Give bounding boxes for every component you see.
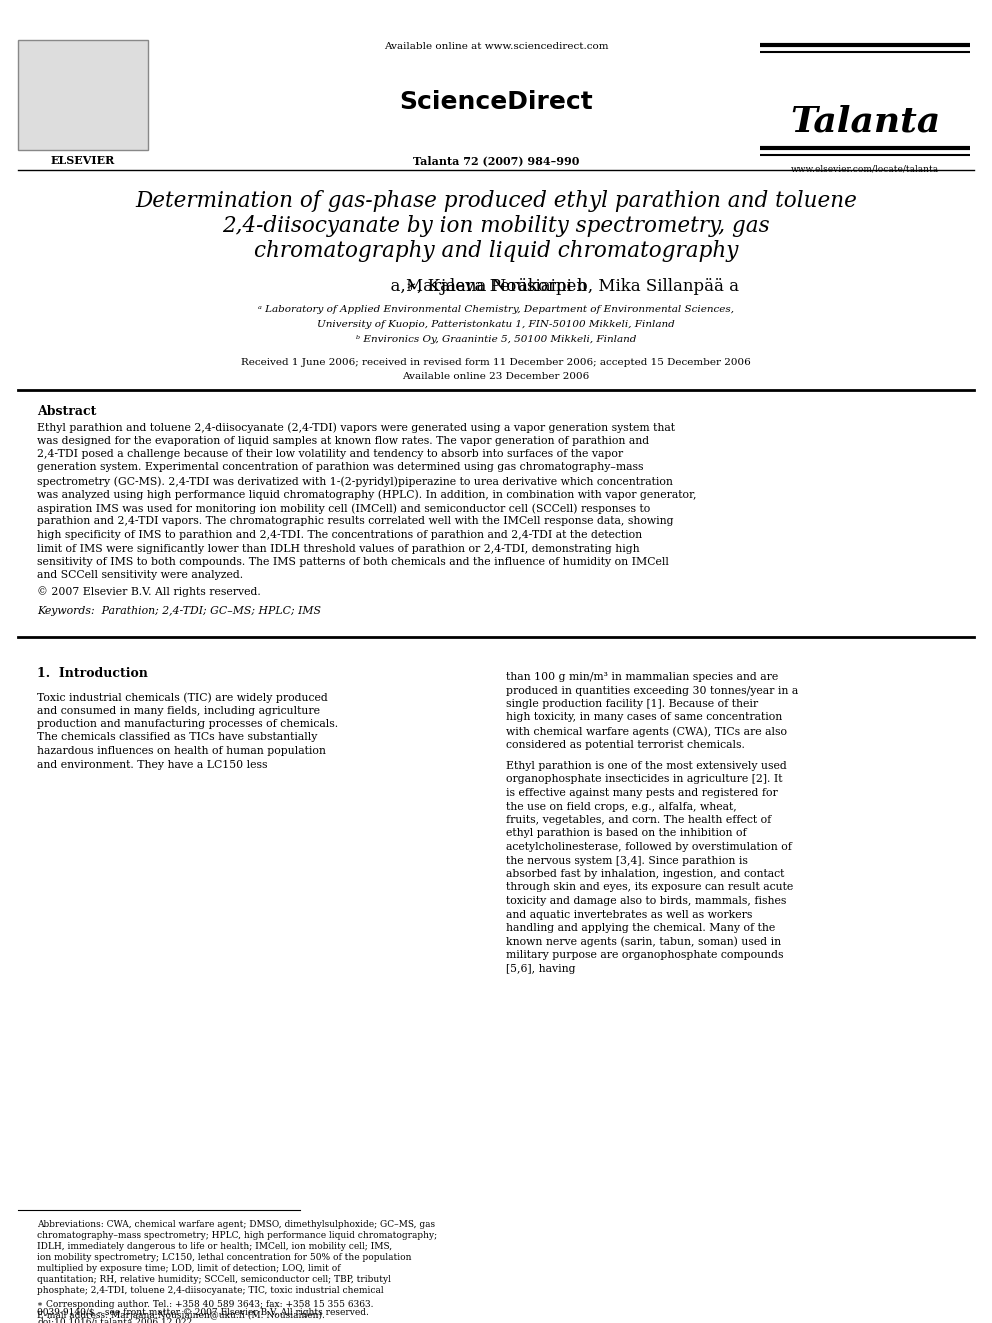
Text: parathion and 2,4-TDI vapors. The chromatographic results correlated well with t: parathion and 2,4-TDI vapors. The chroma… <box>37 516 674 527</box>
Text: considered as potential terrorist chemicals.: considered as potential terrorist chemic… <box>506 740 745 750</box>
Text: Received 1 June 2006; received in revised form 11 December 2006; accepted 15 Dec: Received 1 June 2006; received in revise… <box>241 359 751 366</box>
Text: ᵃ Laboratory of Applied Environmental Chemistry, Department of Environmental Sci: ᵃ Laboratory of Applied Environmental Ch… <box>258 306 734 314</box>
Text: ethyl parathion is based on the inhibition of: ethyl parathion is based on the inhibiti… <box>506 828 747 839</box>
Text: Talanta: Talanta <box>790 105 940 139</box>
Text: phosphate; 2,4-TDI, toluene 2,4-diisocyanate; TIC, toxic industrial chemical: phosphate; 2,4-TDI, toluene 2,4-diisocya… <box>37 1286 384 1295</box>
Text: ELSEVIER: ELSEVIER <box>51 155 115 165</box>
Text: and consumed in many fields, including agriculture: and consumed in many fields, including a… <box>37 705 320 716</box>
Text: fruits, vegetables, and corn. The health effect of: fruits, vegetables, and corn. The health… <box>506 815 771 826</box>
Text: Available online 23 December 2006: Available online 23 December 2006 <box>403 372 589 381</box>
Text: and SCCell sensitivity were analyzed.: and SCCell sensitivity were analyzed. <box>37 570 243 581</box>
Text: absorbed fast by inhalation, ingestion, and contact: absorbed fast by inhalation, ingestion, … <box>506 869 785 878</box>
Text: is effective against many pests and registered for: is effective against many pests and regi… <box>506 789 778 798</box>
Text: chromatography and liquid chromatography: chromatography and liquid chromatography <box>254 239 738 262</box>
Text: Ethyl parathion and toluene 2,4-diisocyanate (2,4-TDI) vapors were generated usi: Ethyl parathion and toluene 2,4-diisocya… <box>37 422 675 433</box>
Text: Available online at www.sciencedirect.com: Available online at www.sciencedirect.co… <box>384 42 608 52</box>
Text: chromatography–mass spectrometry; HPLC, high performance liquid chromatography;: chromatography–mass spectrometry; HPLC, … <box>37 1230 437 1240</box>
Text: single production facility [1]. Because of their: single production facility [1]. Because … <box>506 699 758 709</box>
Text: ion mobility spectrometry; LC150, lethal concentration for 50% of the population: ion mobility spectrometry; LC150, lethal… <box>37 1253 412 1262</box>
Text: hazardous influences on health of human population: hazardous influences on health of human … <box>37 746 326 755</box>
Text: limit of IMS were significantly lower than IDLH threshold values of parathion or: limit of IMS were significantly lower th… <box>37 544 640 553</box>
Text: 2,4-TDI posed a challenge because of their low volatility and tendency to absorb: 2,4-TDI posed a challenge because of the… <box>37 448 623 459</box>
Text: generation system. Experimental concentration of parathion was determined using : generation system. Experimental concentr… <box>37 463 644 472</box>
Text: produced in quantities exceeding 30 tonnes/year in a: produced in quantities exceeding 30 tonn… <box>506 685 799 696</box>
Text: 0039-9140/$ – see front matter © 2007 Elsevier B.V. All rights reserved.: 0039-9140/$ – see front matter © 2007 El… <box>37 1308 369 1316</box>
Text: was designed for the evaporation of liquid samples at known flow rates. The vapo: was designed for the evaporation of liqu… <box>37 435 649 446</box>
Text: production and manufacturing processes of chemicals.: production and manufacturing processes o… <box>37 718 338 729</box>
Text: [5,6], having: [5,6], having <box>506 963 575 974</box>
Text: high specificity of IMS to parathion and 2,4-TDI. The concentrations of parathio: high specificity of IMS to parathion and… <box>37 531 642 540</box>
Text: www.elsevier.com/locate/talanta: www.elsevier.com/locate/talanta <box>791 165 939 175</box>
Text: spectrometry (GC-MS). 2,4-TDI was derivatized with 1-(2-pyridyl)piperazine to ur: spectrometry (GC-MS). 2,4-TDI was deriva… <box>37 476 673 487</box>
Text: © 2007 Elsevier B.V. All rights reserved.: © 2007 Elsevier B.V. All rights reserved… <box>37 586 261 597</box>
Text: and aquatic invertebrates as well as workers: and aquatic invertebrates as well as wor… <box>506 909 752 919</box>
Text: a,∗, Kaleva Peräkorpi b, Mika Sillanpää a: a,∗, Kaleva Peräkorpi b, Mika Sillanpää … <box>254 278 738 295</box>
Text: and environment. They have a LC150 less: and environment. They have a LC150 less <box>37 759 268 770</box>
Text: with chemical warfare agents (CWA), TICs are also: with chemical warfare agents (CWA), TICs… <box>506 726 787 737</box>
Text: quantitation; RH, relative humidity; SCCell, semiconductor cell; TBP, tributyl: quantitation; RH, relative humidity; SCC… <box>37 1275 391 1285</box>
Text: organophosphate insecticides in agriculture [2]. It: organophosphate insecticides in agricult… <box>506 774 783 785</box>
Text: was analyzed using high performance liquid chromatography (HPLC). In addition, i: was analyzed using high performance liqu… <box>37 490 696 500</box>
Text: Abstract: Abstract <box>37 405 96 418</box>
Text: Toxic industrial chemicals (TIC) are widely produced: Toxic industrial chemicals (TIC) are wid… <box>37 692 327 703</box>
Text: the nervous system [3,4]. Since parathion is: the nervous system [3,4]. Since parathio… <box>506 856 748 865</box>
Text: sensitivity of IMS to both compounds. The IMS patterns of both chemicals and the: sensitivity of IMS to both compounds. Th… <box>37 557 669 568</box>
Text: E-mail address: Marjaana.Nousiainen@uku.fi (M. Nousiainen).: E-mail address: Marjaana.Nousiainen@uku.… <box>37 1311 324 1320</box>
Text: ᵇ Environics Oy, Graanintie 5, 50100 Mikkeli, Finland: ᵇ Environics Oy, Graanintie 5, 50100 Mik… <box>356 335 636 344</box>
Text: through skin and eyes, its exposure can result acute: through skin and eyes, its exposure can … <box>506 882 794 893</box>
Text: Ethyl parathion is one of the most extensively used: Ethyl parathion is one of the most exten… <box>506 761 787 771</box>
Text: University of Kuopio, Patteristonkatu 1, FIN-50100 Mikkeli, Finland: University of Kuopio, Patteristonkatu 1,… <box>317 320 675 329</box>
Text: Determination of gas-phase produced ethyl parathion and toluene: Determination of gas-phase produced ethy… <box>135 191 857 212</box>
Text: The chemicals classified as TICs have substantially: The chemicals classified as TICs have su… <box>37 733 317 742</box>
Text: toxicity and damage also to birds, mammals, fishes: toxicity and damage also to birds, mamma… <box>506 896 787 906</box>
Text: Keywords:  Parathion; 2,4-TDI; GC–MS; HPLC; IMS: Keywords: Parathion; 2,4-TDI; GC–MS; HPL… <box>37 606 321 617</box>
Text: doi:10.1016/j.talanta.2006.12.022: doi:10.1016/j.talanta.2006.12.022 <box>37 1318 192 1323</box>
Text: ∗ Corresponding author. Tel.: +358 40 589 3643; fax: +358 15 355 6363.: ∗ Corresponding author. Tel.: +358 40 58… <box>37 1301 374 1308</box>
Text: IDLH, immediately dangerous to life or health; IMCell, ion mobility cell; IMS,: IDLH, immediately dangerous to life or h… <box>37 1242 392 1252</box>
Text: high toxicity, in many cases of same concentration: high toxicity, in many cases of same con… <box>506 713 783 722</box>
Text: multiplied by exposure time; LOD, limit of detection; LOQ, limit of: multiplied by exposure time; LOD, limit … <box>37 1263 340 1273</box>
Text: aspiration IMS was used for monitoring ion mobility cell (IMCell) and semiconduc: aspiration IMS was used for monitoring i… <box>37 503 650 513</box>
FancyBboxPatch shape <box>18 40 148 149</box>
Text: known nerve agents (sarin, tabun, soman) used in: known nerve agents (sarin, tabun, soman)… <box>506 937 781 947</box>
Text: ScienceDirect: ScienceDirect <box>399 90 593 114</box>
Text: Talanta 72 (2007) 984–990: Talanta 72 (2007) 984–990 <box>413 155 579 165</box>
Text: 2,4-diisocyanate by ion mobility spectrometry, gas: 2,4-diisocyanate by ion mobility spectro… <box>222 216 770 237</box>
Text: acetylcholinesterase, followed by overstimulation of: acetylcholinesterase, followed by overst… <box>506 841 792 852</box>
Text: than 100 g min/m³ in mammalian species and are: than 100 g min/m³ in mammalian species a… <box>506 672 779 681</box>
Text: Marjaana Nousiainen: Marjaana Nousiainen <box>406 278 586 295</box>
Text: military purpose are organophosphate compounds: military purpose are organophosphate com… <box>506 950 784 960</box>
Text: Abbreviations: CWA, chemical warfare agent; DMSO, dimethylsulphoxide; GC–MS, gas: Abbreviations: CWA, chemical warfare age… <box>37 1220 435 1229</box>
Text: the use on field crops, e.g., alfalfa, wheat,: the use on field crops, e.g., alfalfa, w… <box>506 802 737 811</box>
Text: handling and applying the chemical. Many of the: handling and applying the chemical. Many… <box>506 923 776 933</box>
Text: 1.  Introduction: 1. Introduction <box>37 667 148 680</box>
